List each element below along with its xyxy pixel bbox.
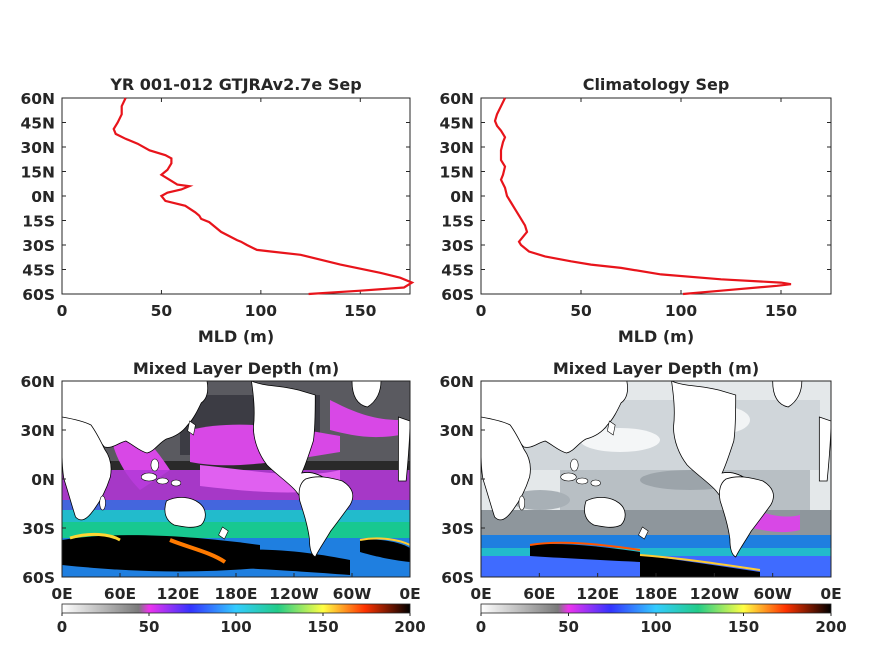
map-x-tick-label: 0E (51, 585, 72, 603)
x-tick-label: 150 (765, 302, 798, 320)
colorbar-tick-labels-climatology: 0 50 100 150 200 (476, 613, 847, 636)
x-tick-label: 100 (665, 302, 698, 320)
map-y-tick-labels-model: 60S 30S 0N 30N 60N (20, 373, 66, 587)
x-tick-label: 50 (570, 302, 592, 320)
y-tick-label: 15S (22, 213, 55, 231)
map-x-tick-label: 180E (215, 585, 258, 603)
map-x-tick-label: 60E (104, 585, 136, 603)
y-tick-label: 15N (439, 164, 474, 182)
colorbar-tick-label: 150 (728, 618, 759, 636)
x-axis-label-model: MLD (m) (198, 327, 274, 346)
y-tick-label: 45N (20, 115, 55, 133)
y-tick-label: 30N (20, 139, 55, 157)
colorbar-tick-label: 50 (139, 618, 160, 636)
map-y-tick-label: 30S (22, 520, 55, 538)
plot-frame-climatology (480, 97, 832, 295)
map-x-tick-label: 120W (690, 585, 739, 603)
x-tick-label: 100 (245, 302, 278, 320)
map-y-tick-label: 0N (31, 471, 55, 489)
mld-line-climatology (493, 97, 792, 296)
map-x-tick-label: 180E (635, 585, 678, 603)
y-tick-label: 60N (20, 90, 55, 108)
y-tick-label: 45N (439, 115, 474, 133)
mld-field-climatology (481, 381, 831, 577)
map-x-tick-label: 0E (399, 585, 420, 603)
x-tick-labels-climatology: 0 50 100 150 (476, 98, 798, 320)
y-tick-label: 15S (441, 213, 474, 231)
colorbar-tick-label: 200 (394, 618, 425, 636)
x-axis-label-climatology: MLD (m) (618, 327, 694, 346)
line-chart-climatology: Climatology Sep 60S45S30S15S0N15N30N45N6… (439, 75, 832, 346)
map-y-tick-label: 60S (441, 569, 474, 587)
map-y-tick-label: 60N (439, 373, 474, 391)
y-tick-labels-climatology: 60S 45S 30S 15S 0N 15N 30N 45N 60N (439, 90, 831, 304)
map-y-tick-labels-climatology: 60S 30S 0N 30N 60N (439, 373, 485, 587)
colorbar-tick-label: 100 (640, 618, 671, 636)
colorbar-tick-label: 0 (476, 618, 486, 636)
x-tick-labels-model: 0 50 100 150 (57, 98, 377, 320)
map-title-climatology: Mixed Layer Depth (m) (553, 359, 759, 378)
map-x-tick-label: 0E (470, 585, 491, 603)
colorbar-tick-label: 50 (558, 618, 579, 636)
map-y-tick-label: 60N (20, 373, 55, 391)
colorbar-tick-labels-model: 0 50 100 150 200 (57, 613, 426, 636)
y-tick-label: 45S (22, 262, 55, 280)
y-tick-labels-model: 60S 45S 30S 15S 0N 15N 30N 45N 60N (20, 90, 410, 304)
y-tick-label: 45S (441, 262, 474, 280)
y-tick-label: 0N (31, 188, 55, 206)
y-tick-label: 60S (441, 286, 474, 304)
map-y-tick-label: 0N (450, 471, 474, 489)
y-tick-label: 30N (439, 139, 474, 157)
colorbar-tick-label: 150 (307, 618, 338, 636)
x-tick-label: 150 (344, 302, 377, 320)
map-x-tick-label: 0E (820, 585, 841, 603)
y-tick-label: 60S (22, 286, 55, 304)
map-x-tick-label: 120W (269, 585, 318, 603)
x-tick-label: 0 (57, 302, 68, 320)
y-tick-label: 15N (20, 164, 55, 182)
chart-title-climatology: Climatology Sep (583, 75, 730, 94)
map-x-tick-label: 120E (157, 585, 200, 603)
mld-field-model (62, 381, 410, 577)
line-chart-model: YR 001-012 GTJRAv2.7e Sep 60S 45S 30S 15S 0N… (20, 75, 415, 346)
map-x-tick-label: 60W (333, 585, 372, 603)
map-y-tick-label: 30N (439, 422, 474, 440)
y-tick-label: 0N (450, 188, 474, 206)
y-tick-label: 30S (22, 237, 55, 255)
map-title-model: Mixed Layer Depth (m) (133, 359, 339, 378)
x-tick-label: 0 (476, 302, 487, 320)
map-y-tick-label: 30S (441, 520, 474, 538)
mld-line-model (112, 97, 415, 296)
y-tick-label: 30S (441, 237, 474, 255)
map-x-tick-label: 120E (576, 585, 619, 603)
colorbar-tick-label: 100 (220, 618, 251, 636)
colorbar-climatology (480, 603, 832, 614)
map-y-tick-label: 60S (22, 569, 55, 587)
map-x-tick-label: 60W (753, 585, 792, 603)
map-x-tick-label: 60E (523, 585, 555, 603)
map-y-tick-label: 30N (20, 422, 55, 440)
chart-title-model: YR 001-012 GTJRAv2.7e Sep (109, 75, 361, 94)
map-x-tick-labels-model: 0E 60E 120E 180E 120W 60W 0E (51, 573, 421, 603)
y-tick-label: 60N (439, 90, 474, 108)
map-x-tick-labels-climatology: 0E 60E 120E 180E 120W 60W 0E (470, 573, 842, 603)
x-tick-label: 50 (151, 302, 173, 320)
colorbar-tick-label: 0 (57, 618, 67, 636)
colorbar-tick-label: 200 (815, 618, 846, 636)
colorbar-model (61, 603, 411, 614)
